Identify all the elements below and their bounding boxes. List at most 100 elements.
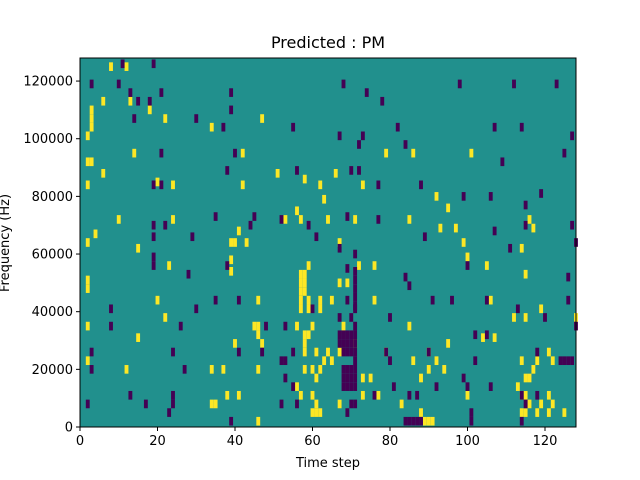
heatmap-cell-low xyxy=(221,122,226,132)
heatmap-cell-low xyxy=(213,212,218,221)
heatmap-cell-low xyxy=(190,232,195,242)
heatmap-cell-low xyxy=(484,295,489,305)
y-tick-label: 20000 xyxy=(32,363,73,378)
heatmap-cell-high xyxy=(546,347,551,357)
heatmap-cell-high xyxy=(562,408,567,417)
heatmap-cell-low xyxy=(225,166,230,175)
heatmap-cell-high xyxy=(147,105,152,115)
heatmap-cell-low xyxy=(341,347,346,357)
heatmap-cell-high xyxy=(167,261,172,270)
heatmap-cell-low xyxy=(283,321,288,331)
heatmap-cell-high xyxy=(275,168,280,178)
heatmap-cell-high xyxy=(407,215,412,224)
heatmap-cell-high xyxy=(337,399,342,409)
heatmap-cell-high xyxy=(136,243,141,253)
heatmap-cell-low xyxy=(388,313,392,322)
heatmap-cell-high xyxy=(372,261,377,270)
heatmap-cell-low xyxy=(345,347,350,357)
heatmap-cell-high xyxy=(302,278,307,288)
heatmap-cell-low xyxy=(519,122,524,132)
heatmap-cell-low xyxy=(570,356,575,366)
heatmap-cell-low xyxy=(279,215,284,224)
heatmap-cell-low xyxy=(376,180,381,190)
heatmap-cell-low xyxy=(136,96,141,106)
x-tick-label: 40 xyxy=(227,434,244,449)
heatmap-cell-high xyxy=(368,373,373,383)
x-tick-label: 60 xyxy=(304,434,321,449)
y-tick-label: 0 xyxy=(65,421,73,436)
heatmap-cell-high xyxy=(85,180,90,190)
heatmap-cell-low xyxy=(488,382,493,391)
heatmap-cell-high xyxy=(310,390,315,400)
chart-title: Predicted : PM xyxy=(271,33,385,52)
heatmap-cell-low xyxy=(353,347,358,357)
heatmap-cell-low xyxy=(151,180,156,190)
heatmap-cell-low xyxy=(151,59,156,69)
heatmap-cell-high xyxy=(314,408,319,417)
heatmap-cell-low xyxy=(236,295,241,305)
heatmap-cell-high xyxy=(89,157,94,167)
heatmap-cell-high xyxy=(310,321,315,331)
heatmap-cell-high xyxy=(519,408,524,417)
heatmap-cell-high xyxy=(93,229,98,239)
heatmap-cell-high xyxy=(244,238,249,247)
heatmap-cell-low xyxy=(562,356,567,366)
heatmap-cell-high xyxy=(256,365,261,374)
heatmap-cell-high xyxy=(539,304,544,314)
heatmap-cell-high xyxy=(306,330,311,340)
heatmap-cell-high xyxy=(225,390,230,400)
heatmap-cell-high xyxy=(523,313,528,322)
heatmap-cell-low xyxy=(345,295,350,305)
heatmap-cell-low xyxy=(337,339,342,348)
heatmap-cell-low xyxy=(349,347,354,357)
heatmap-cell-high xyxy=(411,356,416,366)
heatmap-cell-low xyxy=(376,215,381,224)
heatmap-cell-high xyxy=(360,373,365,383)
heatmap-cell-low xyxy=(171,390,175,400)
heatmap-cell-low xyxy=(515,304,520,314)
heatmap-cell-high xyxy=(298,390,303,400)
heatmap-cell-high xyxy=(453,223,458,233)
heatmap-cell-high xyxy=(310,365,315,374)
heatmap-cell-low xyxy=(419,416,423,426)
heatmap-cell-low xyxy=(422,232,427,242)
heatmap-cell-low xyxy=(341,365,346,374)
heatmap-cell-low xyxy=(535,347,540,357)
heatmap-cell-low xyxy=(500,157,505,167)
heatmap-cell-high xyxy=(302,330,307,340)
heatmap-cell-low xyxy=(562,148,567,158)
heatmap-cell-high xyxy=(109,62,113,71)
heatmap-cell-high xyxy=(256,295,261,305)
heatmap-cell-low xyxy=(395,122,400,132)
heatmap-cell-high xyxy=(430,416,435,426)
heatmap-cell-high xyxy=(469,148,474,158)
y-axis-label: Frequency (Hz) xyxy=(0,194,13,292)
heatmap-cell-low xyxy=(508,243,513,253)
heatmap-cell-high xyxy=(384,148,389,158)
heatmap-cell-high xyxy=(124,365,129,374)
heatmap-cell-high xyxy=(236,226,241,236)
heatmap-cell-low xyxy=(229,88,234,97)
heatmap-cell-high xyxy=(438,223,443,233)
heatmap-cell-high xyxy=(527,215,532,224)
heatmap-cell-low xyxy=(415,416,420,426)
heatmap-cell-high xyxy=(101,168,106,178)
heatmap-cell-low xyxy=(151,232,156,242)
heatmap-cell-low xyxy=(178,321,183,331)
heatmap-cell-high xyxy=(411,148,416,158)
heatmap-cell-low xyxy=(519,390,524,400)
heatmap-cell-low xyxy=(388,356,392,366)
heatmap-cell-low xyxy=(353,382,358,391)
heatmap-cell-low xyxy=(143,399,148,409)
heatmap-cell-high xyxy=(326,215,330,224)
heatmap-cell-high xyxy=(302,365,307,374)
heatmap-cell-low xyxy=(570,220,575,230)
heatmap-cell-low xyxy=(116,79,121,89)
heatmap-cell-low xyxy=(128,88,133,97)
heatmap-cell-low xyxy=(349,382,354,391)
heatmap-cell-high xyxy=(240,148,245,158)
heatmap-cell-low xyxy=(159,180,164,190)
heatmap-cell-low xyxy=(167,408,172,417)
heatmap-cell-high xyxy=(209,122,214,132)
